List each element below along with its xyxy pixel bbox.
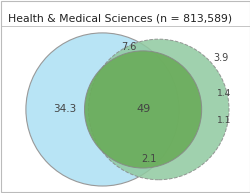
Circle shape: [84, 51, 201, 168]
Circle shape: [26, 33, 178, 186]
Circle shape: [88, 39, 228, 180]
Text: Health & Medical Sciences (n = 813,589): Health & Medical Sciences (n = 813,589): [8, 14, 231, 24]
Text: 1.4: 1.4: [216, 89, 230, 98]
Text: 34.3: 34.3: [53, 104, 76, 114]
Text: 1.1: 1.1: [216, 116, 230, 125]
Text: 7.6: 7.6: [121, 42, 136, 52]
Text: 49: 49: [136, 104, 149, 114]
Text: 2.1: 2.1: [141, 154, 156, 164]
Text: 3.9: 3.9: [212, 53, 228, 63]
